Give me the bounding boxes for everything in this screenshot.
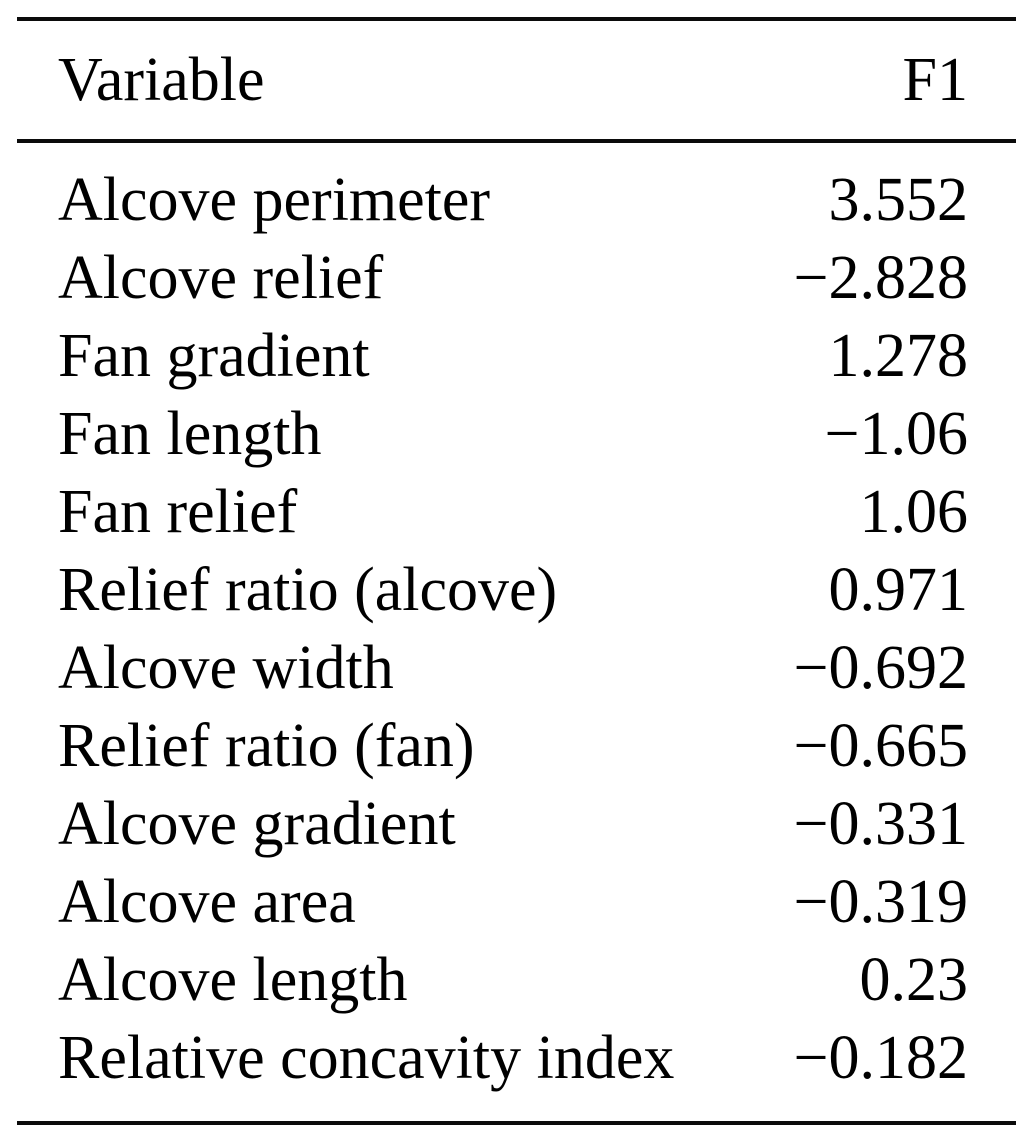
variable-cell: Alcove relief xyxy=(58,244,384,312)
table-row: Alcove gradient −0.331 xyxy=(17,785,1016,863)
variable-cell: Relative concavity index xyxy=(58,1024,675,1092)
table-body: Alcove perimeter 3.552 Alcove relief −2.… xyxy=(17,141,1016,1123)
table-row: Alcove perimeter 3.552 xyxy=(17,141,1016,239)
table-row: Relief ratio (alcove) 0.971 xyxy=(17,551,1016,629)
f1-cell: 3.552 xyxy=(828,166,969,234)
table-row: Alcove area −0.319 xyxy=(17,863,1016,941)
table-row: Alcove relief −2.828 xyxy=(17,239,1016,317)
table-row: Fan relief 1.06 xyxy=(17,473,1016,551)
variable-cell: Alcove length xyxy=(58,946,408,1014)
f1-cell: 1.06 xyxy=(859,478,969,546)
variable-cell: Fan relief xyxy=(58,478,298,546)
loadings-table: Variable F1 Alcove perimeter 3.552 Alcov… xyxy=(17,17,1016,1125)
f1-cell: 0.23 xyxy=(859,946,969,1014)
table-row: Alcove length 0.23 xyxy=(17,941,1016,1019)
table-row: Fan length −1.06 xyxy=(17,395,1016,473)
f1-cell: −1.06 xyxy=(824,400,968,468)
f1-cell: −0.182 xyxy=(793,1024,968,1092)
f1-cell: 1.278 xyxy=(828,322,969,390)
table-row: Alcove width −0.692 xyxy=(17,629,1016,707)
variable-cell: Alcove width xyxy=(58,634,394,702)
table-header: Variable F1 xyxy=(17,19,1016,143)
column-header-f1: F1 xyxy=(762,19,1016,143)
variable-cell: Alcove area xyxy=(58,868,356,936)
f1-cell: −0.319 xyxy=(793,868,968,936)
f1-cell: 0.971 xyxy=(828,556,969,624)
f1-cell: −0.665 xyxy=(793,712,968,780)
f1-cell: −0.331 xyxy=(793,790,968,858)
f1-cell: −2.828 xyxy=(793,244,968,312)
variable-cell: Relief ratio (fan) xyxy=(58,712,475,780)
f1-cell: −0.692 xyxy=(793,634,968,702)
header-row: Variable F1 xyxy=(17,19,1016,143)
variable-cell: Relief ratio (alcove) xyxy=(58,556,558,624)
column-header-variable: Variable xyxy=(17,19,763,143)
variable-cell: Fan gradient xyxy=(58,322,370,390)
variable-cell: Fan length xyxy=(58,400,322,468)
table-row: Fan gradient 1.278 xyxy=(17,317,1016,395)
table-row: Relative concavity index −0.182 xyxy=(17,1019,1016,1123)
table-row: Relief ratio (fan) −0.665 xyxy=(17,707,1016,785)
variable-cell: Alcove gradient xyxy=(58,790,456,858)
variable-cell: Alcove perimeter xyxy=(58,166,491,234)
